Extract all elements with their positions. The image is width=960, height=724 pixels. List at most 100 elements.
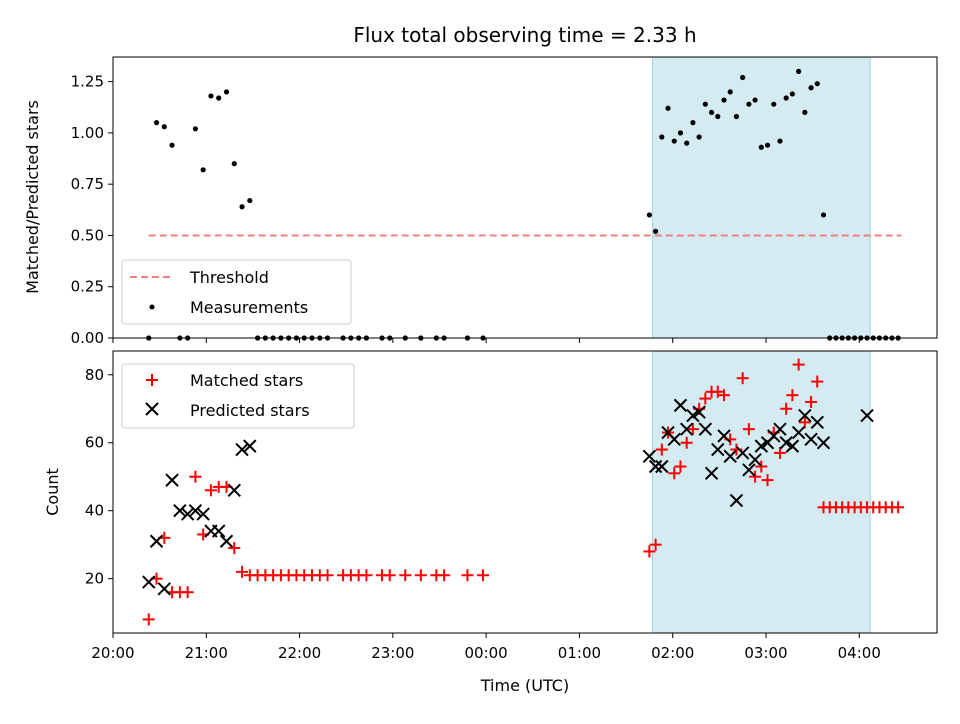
predicted-star-point xyxy=(791,425,806,440)
predicted-star-point xyxy=(860,408,874,423)
top-y-axis-label: Matched/Predicted stars xyxy=(23,100,42,294)
x-tick-label: 20:00 xyxy=(91,644,134,662)
matched-star-point xyxy=(755,460,768,473)
x-tick-label: 00:00 xyxy=(465,644,508,662)
matched-star-point xyxy=(786,389,799,402)
predicted-star-point xyxy=(673,398,688,413)
matched-star-point xyxy=(204,484,217,497)
predicted-star-point xyxy=(648,459,663,474)
measurement-point xyxy=(814,81,820,87)
bottom-plot-area xyxy=(142,358,905,626)
predicted-star-point xyxy=(729,493,744,508)
matched-star-point xyxy=(414,569,427,582)
x-tick-label: 04:00 xyxy=(838,644,881,662)
predicted-star-point xyxy=(804,432,818,447)
top-panel: 0.00 0.25 0.50 0.75 1.00 1.25 Matched/Predict… xyxy=(23,56,938,347)
predicted-star-point xyxy=(188,503,203,518)
measurement-point xyxy=(231,161,237,167)
predicted-star-point xyxy=(157,582,172,596)
measurement-point xyxy=(192,126,198,132)
matched-star-point xyxy=(736,372,749,385)
predicted-star-point xyxy=(655,459,669,474)
predicted-star-point xyxy=(142,575,156,589)
measurement-point xyxy=(808,85,814,91)
predicted-star-point xyxy=(149,534,164,548)
matched-star-point xyxy=(399,569,412,582)
predicted-star-point xyxy=(742,463,756,477)
measurement-point xyxy=(690,120,696,126)
top-y-tick-label: 1.25 xyxy=(71,73,104,91)
measurement-point xyxy=(247,197,253,204)
predicted-star-point xyxy=(219,534,234,548)
predicted-star-point xyxy=(667,432,681,447)
matched-star-point xyxy=(228,542,241,555)
top-y-tick-label: 0.50 xyxy=(71,226,104,244)
measurement-point xyxy=(796,68,802,74)
measurement-point xyxy=(239,204,245,210)
matched-star-point xyxy=(674,460,687,473)
measurement-point xyxy=(746,101,752,107)
measurement-point xyxy=(777,138,783,144)
predicted-star-point xyxy=(816,436,831,450)
legend-matched-label: Matched stars xyxy=(190,371,303,390)
top-y-axis: 0.00 0.25 0.50 0.75 1.00 1.25 xyxy=(71,73,113,347)
predicted-star-point xyxy=(212,524,226,538)
bottom-y-tick-label: 20 xyxy=(85,570,104,588)
x-tick-label: 03:00 xyxy=(744,644,787,662)
measurement-point xyxy=(727,89,733,95)
matched-star-point xyxy=(699,392,712,405)
predicted-star-point xyxy=(748,453,762,467)
matched-star-point xyxy=(749,470,762,483)
matched-star-point xyxy=(780,402,793,415)
predicted-star-point xyxy=(243,439,257,453)
predicted-star-point xyxy=(679,422,694,436)
predicted-star-point xyxy=(698,422,713,436)
matched-star-point xyxy=(360,569,373,582)
measurement-point xyxy=(684,140,690,146)
measurement-point xyxy=(758,144,764,150)
predicted-star-point xyxy=(180,507,195,521)
predicted-star-point xyxy=(227,483,241,498)
measurement-point xyxy=(200,167,206,173)
predicted-star-point xyxy=(173,503,187,518)
predicted-star-point xyxy=(723,449,737,464)
bottom-legend: Matched stars Predicted stars xyxy=(121,363,355,429)
matched-star-point xyxy=(680,436,693,449)
measurement-point xyxy=(671,138,677,144)
predicted-star-point xyxy=(235,442,249,457)
measurement-point xyxy=(665,105,671,111)
predicted-star-point xyxy=(717,429,731,443)
measurement-point xyxy=(715,113,721,120)
measurement-point xyxy=(702,101,708,107)
matched-star-point xyxy=(438,569,451,582)
matched-star-point xyxy=(892,501,905,514)
legend-measurements-swatch xyxy=(149,304,155,310)
bottom-shaded-region xyxy=(651,350,871,634)
measurement-point xyxy=(771,101,777,107)
matched-star-point xyxy=(181,586,194,599)
matched-star-point xyxy=(321,569,334,582)
top-y-tick-label: 0.00 xyxy=(71,329,104,347)
matched-star-point xyxy=(711,385,724,398)
predicted-star-point xyxy=(165,473,179,487)
top-y-tick-label: 0.25 xyxy=(71,278,104,296)
measurement-point xyxy=(646,212,652,218)
measurement-point xyxy=(820,212,827,218)
bottom-y-axis: 20 40 60 80 xyxy=(85,366,113,588)
predicted-star-point xyxy=(642,449,657,464)
top-legend-box xyxy=(121,259,352,325)
x-axis-label: Time (UTC) xyxy=(480,676,569,695)
matched-star-point xyxy=(686,423,699,436)
measurement-point xyxy=(208,93,214,99)
legend-matched-swatch xyxy=(146,374,158,386)
matched-star-point xyxy=(805,395,818,408)
matched-star-point xyxy=(773,446,786,459)
measurement-point xyxy=(783,95,789,101)
predicted-star-point xyxy=(686,408,700,423)
matched-star-point xyxy=(383,569,396,582)
measurement-point xyxy=(216,95,222,101)
predicted-star-point xyxy=(196,507,210,521)
predicted-star-point xyxy=(810,415,824,430)
matched-star-point xyxy=(461,569,474,582)
matched-star-point xyxy=(189,470,202,483)
